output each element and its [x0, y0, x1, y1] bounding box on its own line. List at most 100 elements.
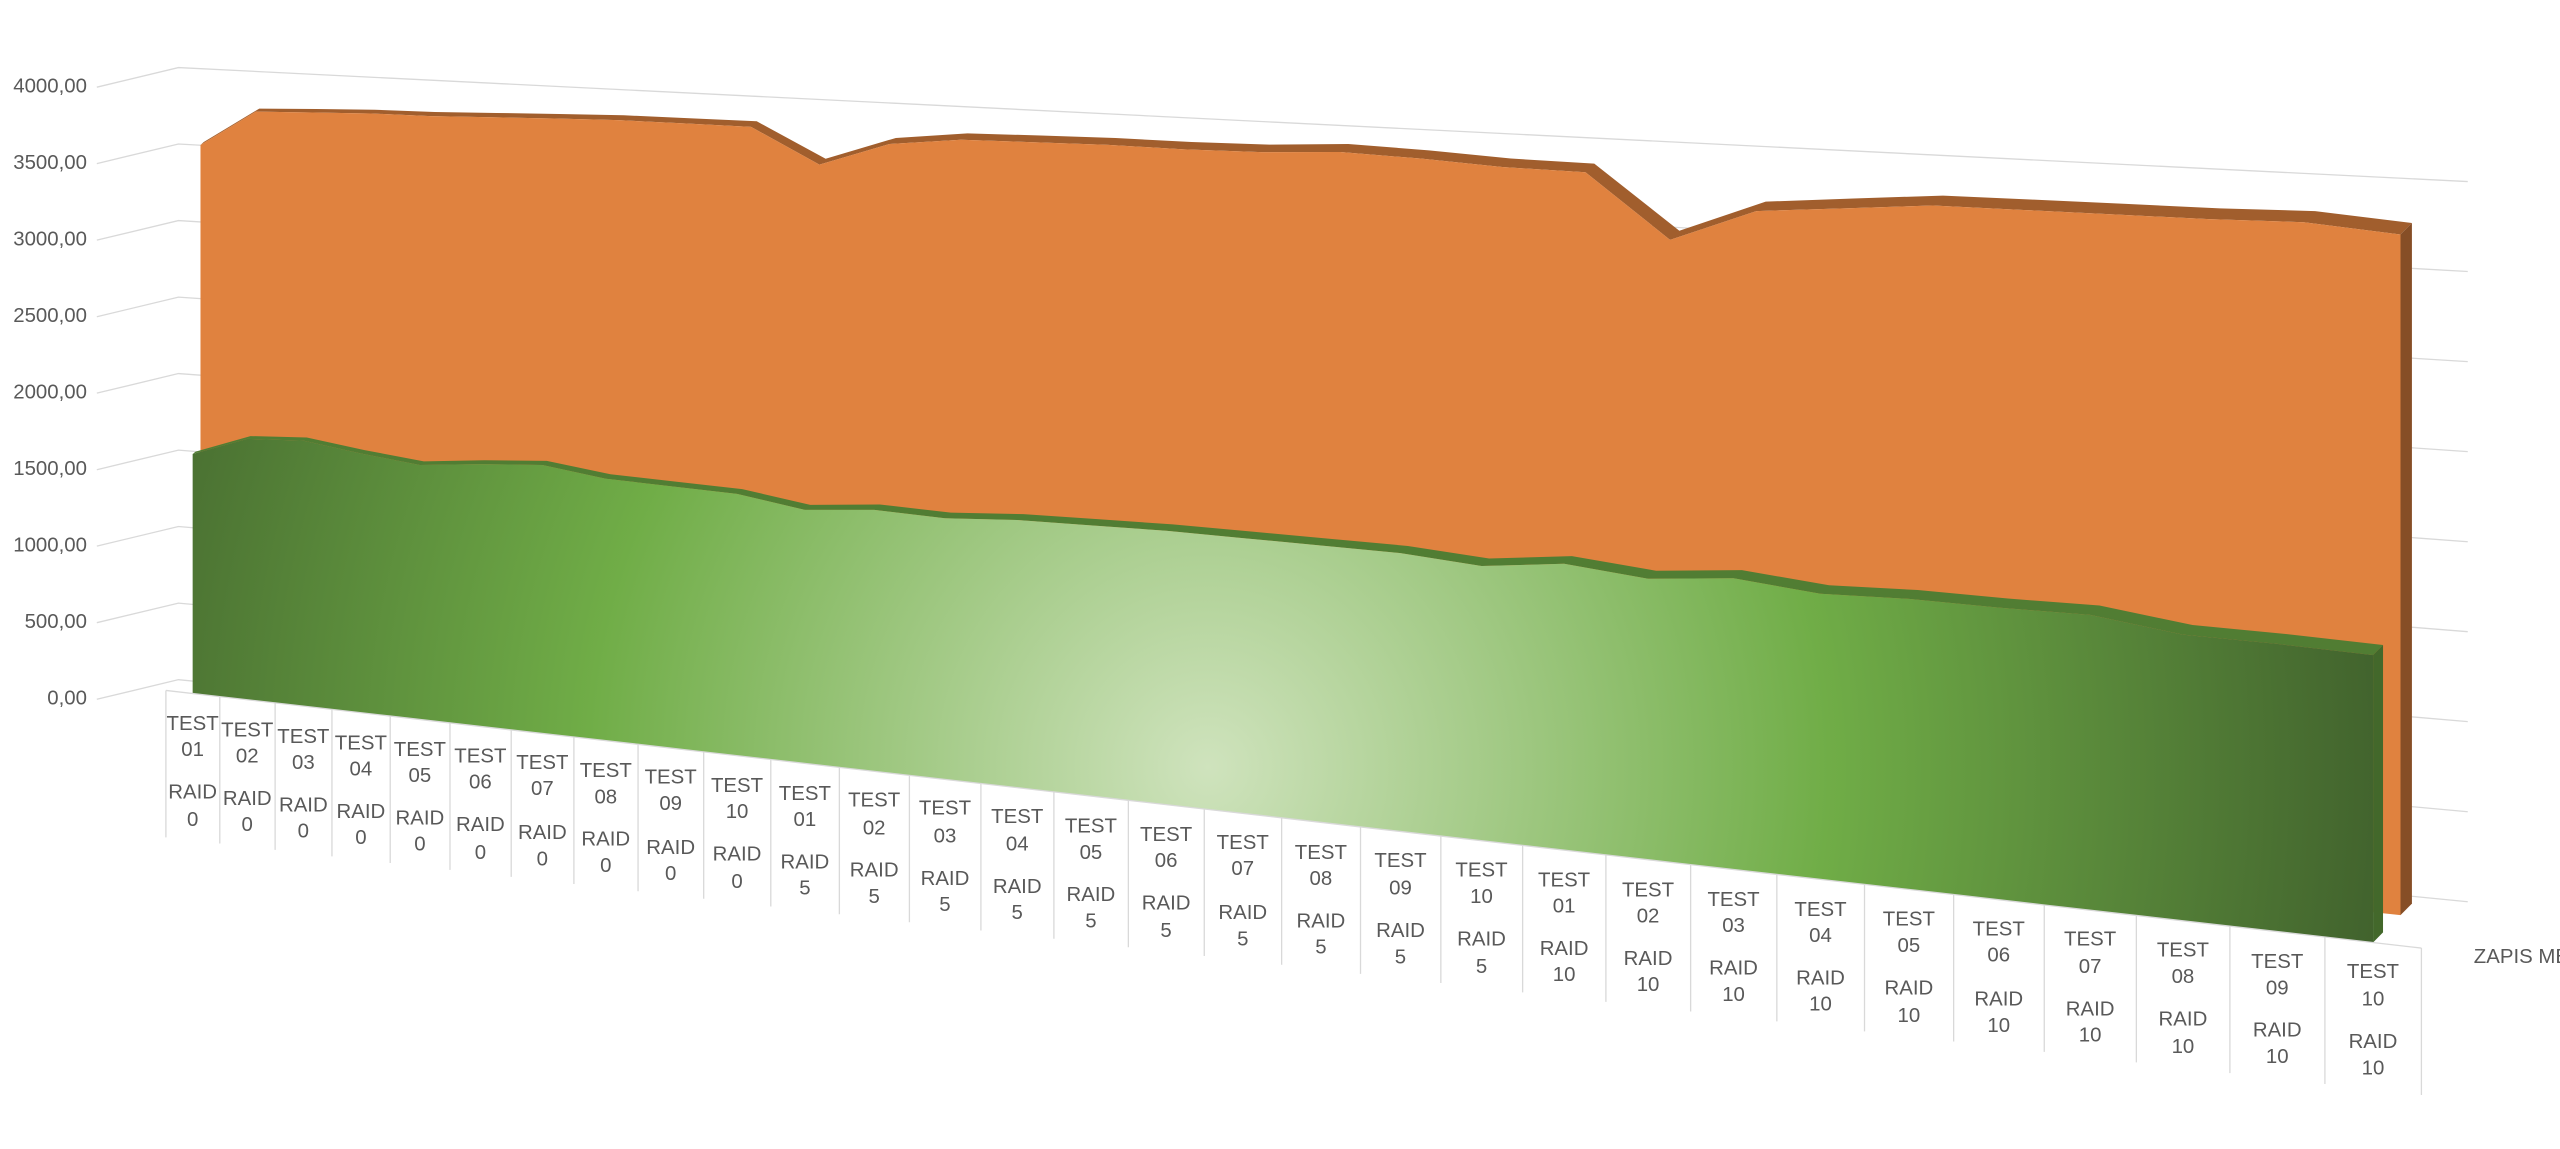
category-cell-box: TEST 08 RAID 5: [1282, 839, 1360, 979]
category-cell: TEST 10 RAID 5: [1455, 858, 1508, 978]
category-cell: TEST 03 RAID 5: [906, 796, 984, 936]
x-tick-label: TEST 04: [991, 805, 1044, 855]
category-cell: TEST 06 RAID 0: [441, 743, 519, 883]
x-group-label: RAID 0: [395, 806, 445, 857]
category-cell-box: TEST 09 RAID 5: [1361, 848, 1439, 988]
category-cell-box: TEST 03 RAID 5: [906, 796, 984, 936]
x-tick-label: TEST 06: [1140, 822, 1193, 873]
x-group-label: RAID 10: [2252, 1018, 2302, 1069]
x-group-label: RAID 10: [2158, 1008, 2208, 1058]
category-cell: TEST 07 RAID 0: [503, 750, 581, 890]
x-group-label: RAID 0: [278, 793, 328, 843]
x-group-label: RAID 5: [1066, 883, 1116, 933]
category-cell: TEST 10 RAID 10: [2347, 960, 2399, 1080]
x-group-label: RAID 10: [1623, 947, 1673, 997]
category-cell-box: TEST 02 RAID 5: [835, 788, 913, 928]
x-group-label: RAID 5: [992, 875, 1042, 925]
x-group-label: RAID 0: [581, 828, 631, 878]
category-cell-box: TEST 02 RAID 0: [208, 716, 286, 856]
category-cell-box: TEST 04 RAID 0: [322, 729, 400, 869]
y-tick-label: 1000,00: [13, 535, 87, 557]
y-tick-label: 3000,00: [13, 229, 87, 251]
category-cell-box: TEST 07 RAID 0: [503, 750, 581, 890]
category-cell-box: TEST 06 RAID 0: [441, 743, 519, 883]
area-top: [192, 436, 2384, 656]
category-cell-box: TEST 01 RAID 5: [766, 780, 844, 920]
x-tick-label: TEST 07: [2064, 928, 2117, 978]
x-group-label: RAID 0: [456, 813, 505, 864]
x-group-label: RAID 10: [1539, 937, 1589, 987]
category-cell-box: TEST 04 RAID 10: [1781, 896, 1859, 1036]
x-tick-label: TEST 09: [644, 766, 697, 816]
y-tick-label: 500,00: [25, 611, 87, 633]
x-tick-label: TEST 04: [334, 730, 387, 781]
x-tick-label: TEST 03: [918, 797, 972, 847]
x-group-label: RAID 10: [2065, 997, 2115, 1047]
y-tick-label: 2000,00: [13, 382, 87, 404]
area-side: [2373, 645, 2384, 943]
category-cell: TEST 04 RAID 0: [322, 729, 400, 869]
category-cell: TEST 07 RAID 5: [1204, 830, 1282, 970]
category-cell-box: TEST 03 RAID 0: [264, 722, 342, 862]
x-tick-label: TEST 03: [277, 724, 330, 774]
category-cell-box: TEST 07 RAID 10: [2051, 927, 2129, 1067]
category-cell: TEST 05 RAID 5: [1064, 814, 1117, 933]
category-cell-box: TEST 01 RAID 0: [153, 710, 231, 850]
category-cell: TEST 01 RAID 10: [1537, 868, 1591, 987]
x-group-label: RAID 5: [1376, 918, 1425, 969]
x-tick-label: TEST 09: [1374, 849, 1427, 899]
category-cell: TEST 03 RAID 10: [1707, 887, 1759, 1007]
x-tick-label: TEST 10: [1455, 858, 1508, 909]
area-side: [2400, 223, 2412, 916]
x-tick-label: TEST 02: [848, 789, 901, 839]
y-tick-label: 0,00: [47, 688, 87, 710]
category-cell: TEST 01 RAID 0: [153, 710, 231, 850]
category-cell: TEST 07 RAID 10: [2051, 927, 2129, 1067]
category-cell-box: TEST 06 RAID 5: [1127, 821, 1205, 961]
category-cell: TEST 05 RAID 0: [394, 737, 446, 857]
x-tick-label: TEST 08: [2156, 938, 2210, 989]
category-cell: TEST 02 RAID 5: [835, 788, 913, 928]
x-tick-label: TEST 02: [221, 717, 274, 768]
category-cell: TEST 02 RAID 0: [208, 716, 286, 856]
category-cell: TEST 03 RAID 0: [264, 722, 342, 862]
category-cell: TEST 08 RAID 10: [2144, 937, 2222, 1077]
x-tick-label: TEST 09: [2251, 949, 2304, 999]
x-tick-label: TEST 07: [516, 751, 569, 801]
category-cell: TEST 10 RAID 0: [698, 772, 776, 912]
x-group-label: RAID 5: [1141, 892, 1191, 942]
category-cell-box: TEST 09 RAID 0: [632, 764, 710, 904]
category-cell-box: TEST 10 RAID 0: [698, 772, 776, 912]
category-cell-box: TEST 08 RAID 10: [2144, 937, 2222, 1077]
x-tick-label: TEST 01: [1537, 868, 1591, 918]
x-group-label: RAID 10: [1974, 987, 2024, 1037]
category-cell: TEST 06 RAID 10: [1960, 916, 2038, 1056]
category-cell-box: TEST 07 RAID 5: [1204, 830, 1282, 970]
x-group-label: RAID 0: [517, 820, 567, 871]
category-cell-box: TEST 06 RAID 10: [1960, 916, 2038, 1056]
category-cell: TEST 09 RAID 0: [632, 764, 710, 904]
x-group-label: RAID 10: [1884, 976, 1934, 1027]
x-group-label: RAID 5: [1457, 928, 1506, 978]
x-tick-label: TEST 07: [1216, 831, 1269, 881]
category-cell: TEST 05 RAID 10: [1870, 906, 1948, 1046]
x-tick-label: TEST 06: [454, 744, 507, 794]
y-tick-label: 3500,00: [13, 152, 87, 174]
x-group-label: RAID 0: [336, 800, 386, 850]
x-tick-label: TEST 05: [1882, 907, 1935, 957]
x-group-label: RAID 10: [1709, 956, 1758, 1007]
x-group-label: RAID 5: [1296, 909, 1346, 960]
y-tick-label: 2500,00: [13, 305, 87, 327]
x-tick-label: TEST 08: [579, 758, 632, 809]
x-group-label: RAID 10: [2348, 1029, 2398, 1080]
category-cell-box: TEST 05 RAID 10: [1870, 906, 1948, 1046]
category-cell-box: TEST 04 RAID 5: [978, 804, 1056, 944]
x-group-label: RAID 10: [1796, 966, 1845, 1017]
category-cell: TEST 01 RAID 5: [766, 780, 844, 920]
x-tick-label: TEST 05: [1064, 814, 1117, 864]
x-tick-label: TEST 10: [710, 773, 764, 824]
x-tick-label: TEST 08: [1294, 840, 1347, 890]
x-tick-label: TEST 01: [778, 781, 831, 831]
